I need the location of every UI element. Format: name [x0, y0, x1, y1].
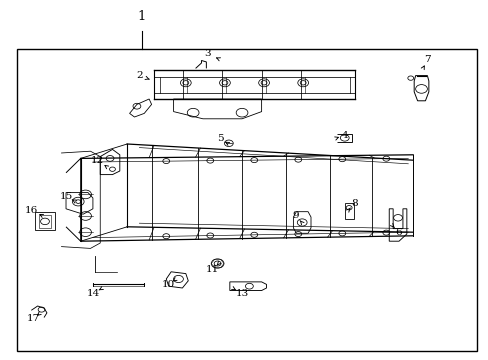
- Text: 17: 17: [26, 314, 40, 323]
- Bar: [35, 212, 55, 230]
- Bar: [39, 215, 51, 228]
- Text: 1: 1: [137, 10, 146, 23]
- Text: 4: 4: [341, 130, 347, 139]
- Text: 2: 2: [136, 71, 142, 80]
- Text: 16: 16: [25, 206, 39, 215]
- Text: 7: 7: [424, 55, 430, 64]
- Bar: [17, 49, 476, 351]
- Text: 3: 3: [204, 49, 211, 58]
- Text: 12: 12: [91, 156, 104, 165]
- Text: 6: 6: [394, 228, 401, 237]
- Text: 8: 8: [350, 199, 357, 208]
- Text: 5: 5: [216, 134, 223, 143]
- Text: 9: 9: [292, 211, 299, 220]
- Text: 10: 10: [162, 280, 175, 289]
- Text: 13: 13: [235, 289, 248, 298]
- Text: 11: 11: [205, 266, 219, 274]
- Text: 15: 15: [59, 192, 73, 201]
- Bar: [344, 203, 353, 219]
- Text: 14: 14: [86, 289, 100, 298]
